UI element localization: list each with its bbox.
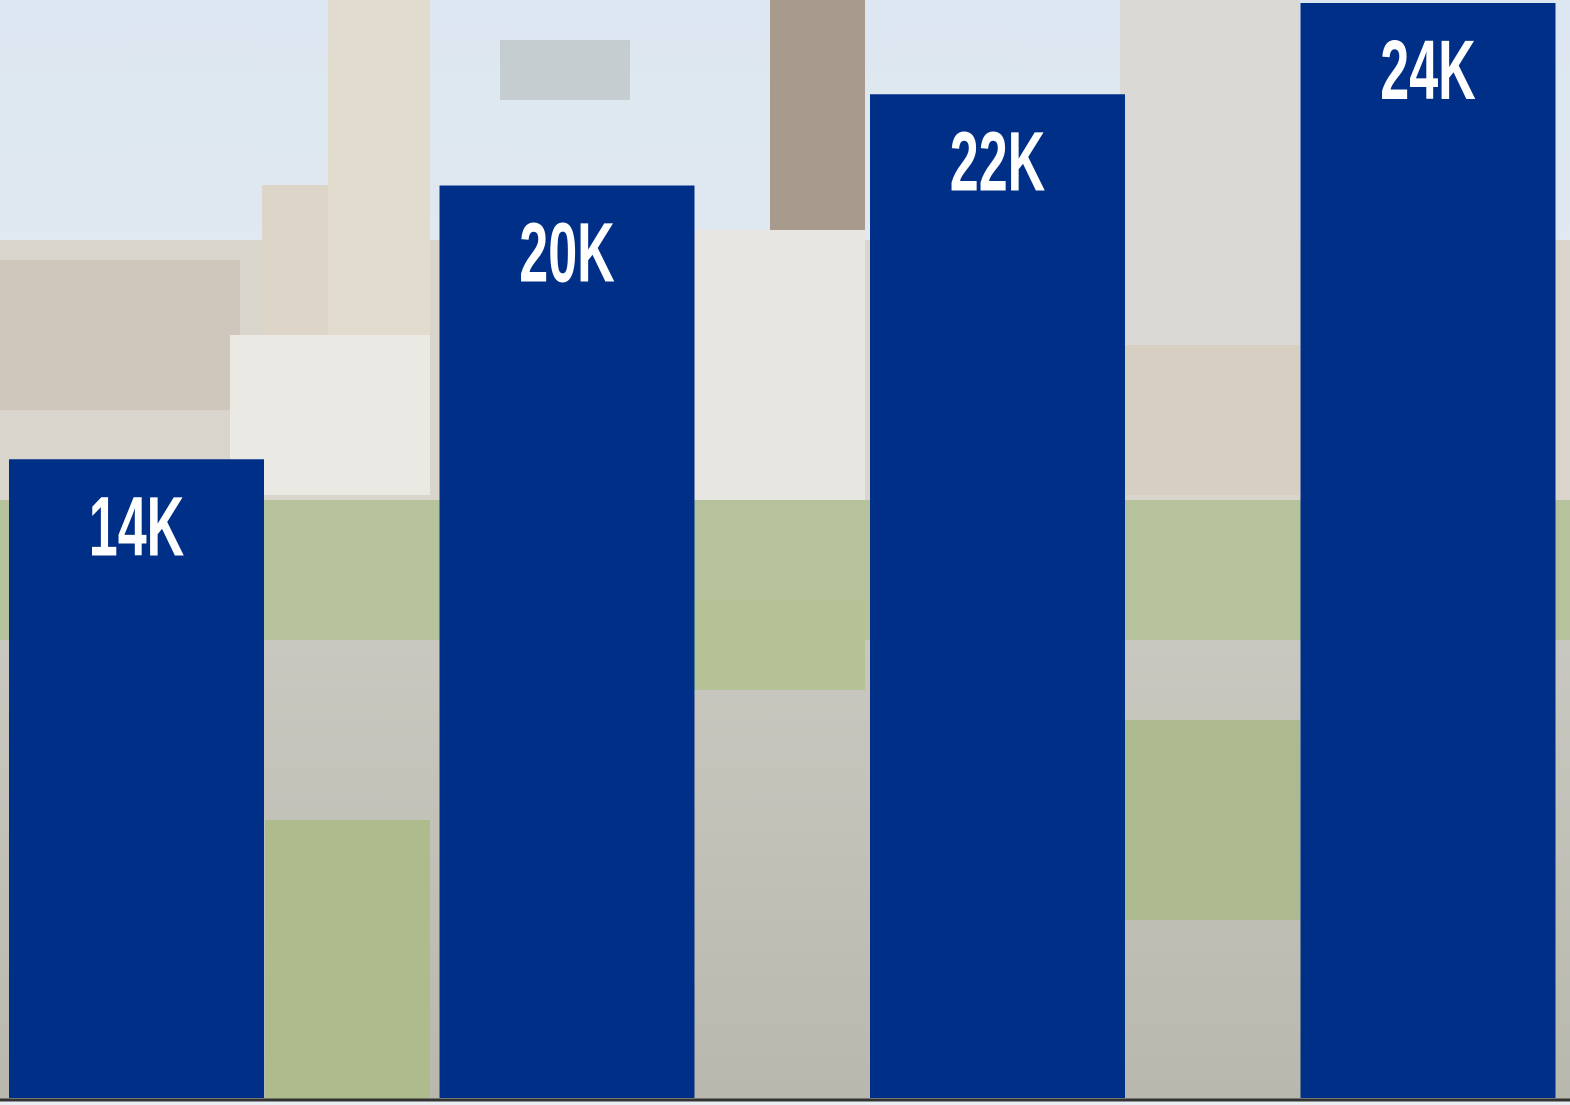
- value-label: 24K: [1380, 23, 1476, 117]
- bar: [9, 459, 264, 1098]
- bar: [870, 94, 1125, 1098]
- value-label: 22K: [950, 115, 1046, 209]
- value-label: 20K: [519, 206, 615, 300]
- bar: [1300, 3, 1556, 1098]
- bar: [439, 185, 695, 1098]
- value-label: 14K: [89, 480, 185, 574]
